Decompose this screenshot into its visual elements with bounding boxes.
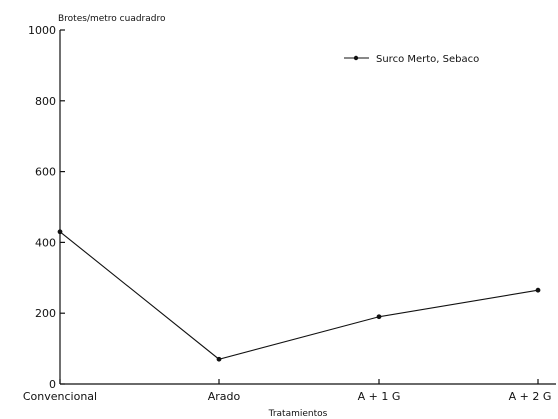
y-tick-label: 1000 [28,24,56,37]
y-tick-label: 600 [35,166,56,179]
series-line [60,232,538,359]
data-point [536,288,541,293]
legend-label: Surco Merto, Sebaco [376,54,479,65]
legend-marker [354,56,358,60]
legend: Surco Merto, Sebaco [344,54,479,65]
y-tick-label: 800 [35,95,56,108]
series-layer [58,229,541,361]
y-tick-label: 400 [35,236,56,249]
x-tick-label: A + 2 G [509,390,552,403]
x-axis-title: Tratamientos [268,409,328,419]
data-point [217,357,222,362]
x-tick-label: A + 1 G [358,390,401,403]
data-point [58,229,63,234]
y-axis-title: Brotes/metro cuadradro [58,14,166,24]
data-point [377,314,382,319]
x-tick-label: Arado [208,390,241,403]
x-axis-ticks: Convencional Arado A + 1 G A + 2 G [23,379,552,403]
x-tick-label: Convencional [23,390,97,403]
y-tick-label: 200 [35,307,56,320]
